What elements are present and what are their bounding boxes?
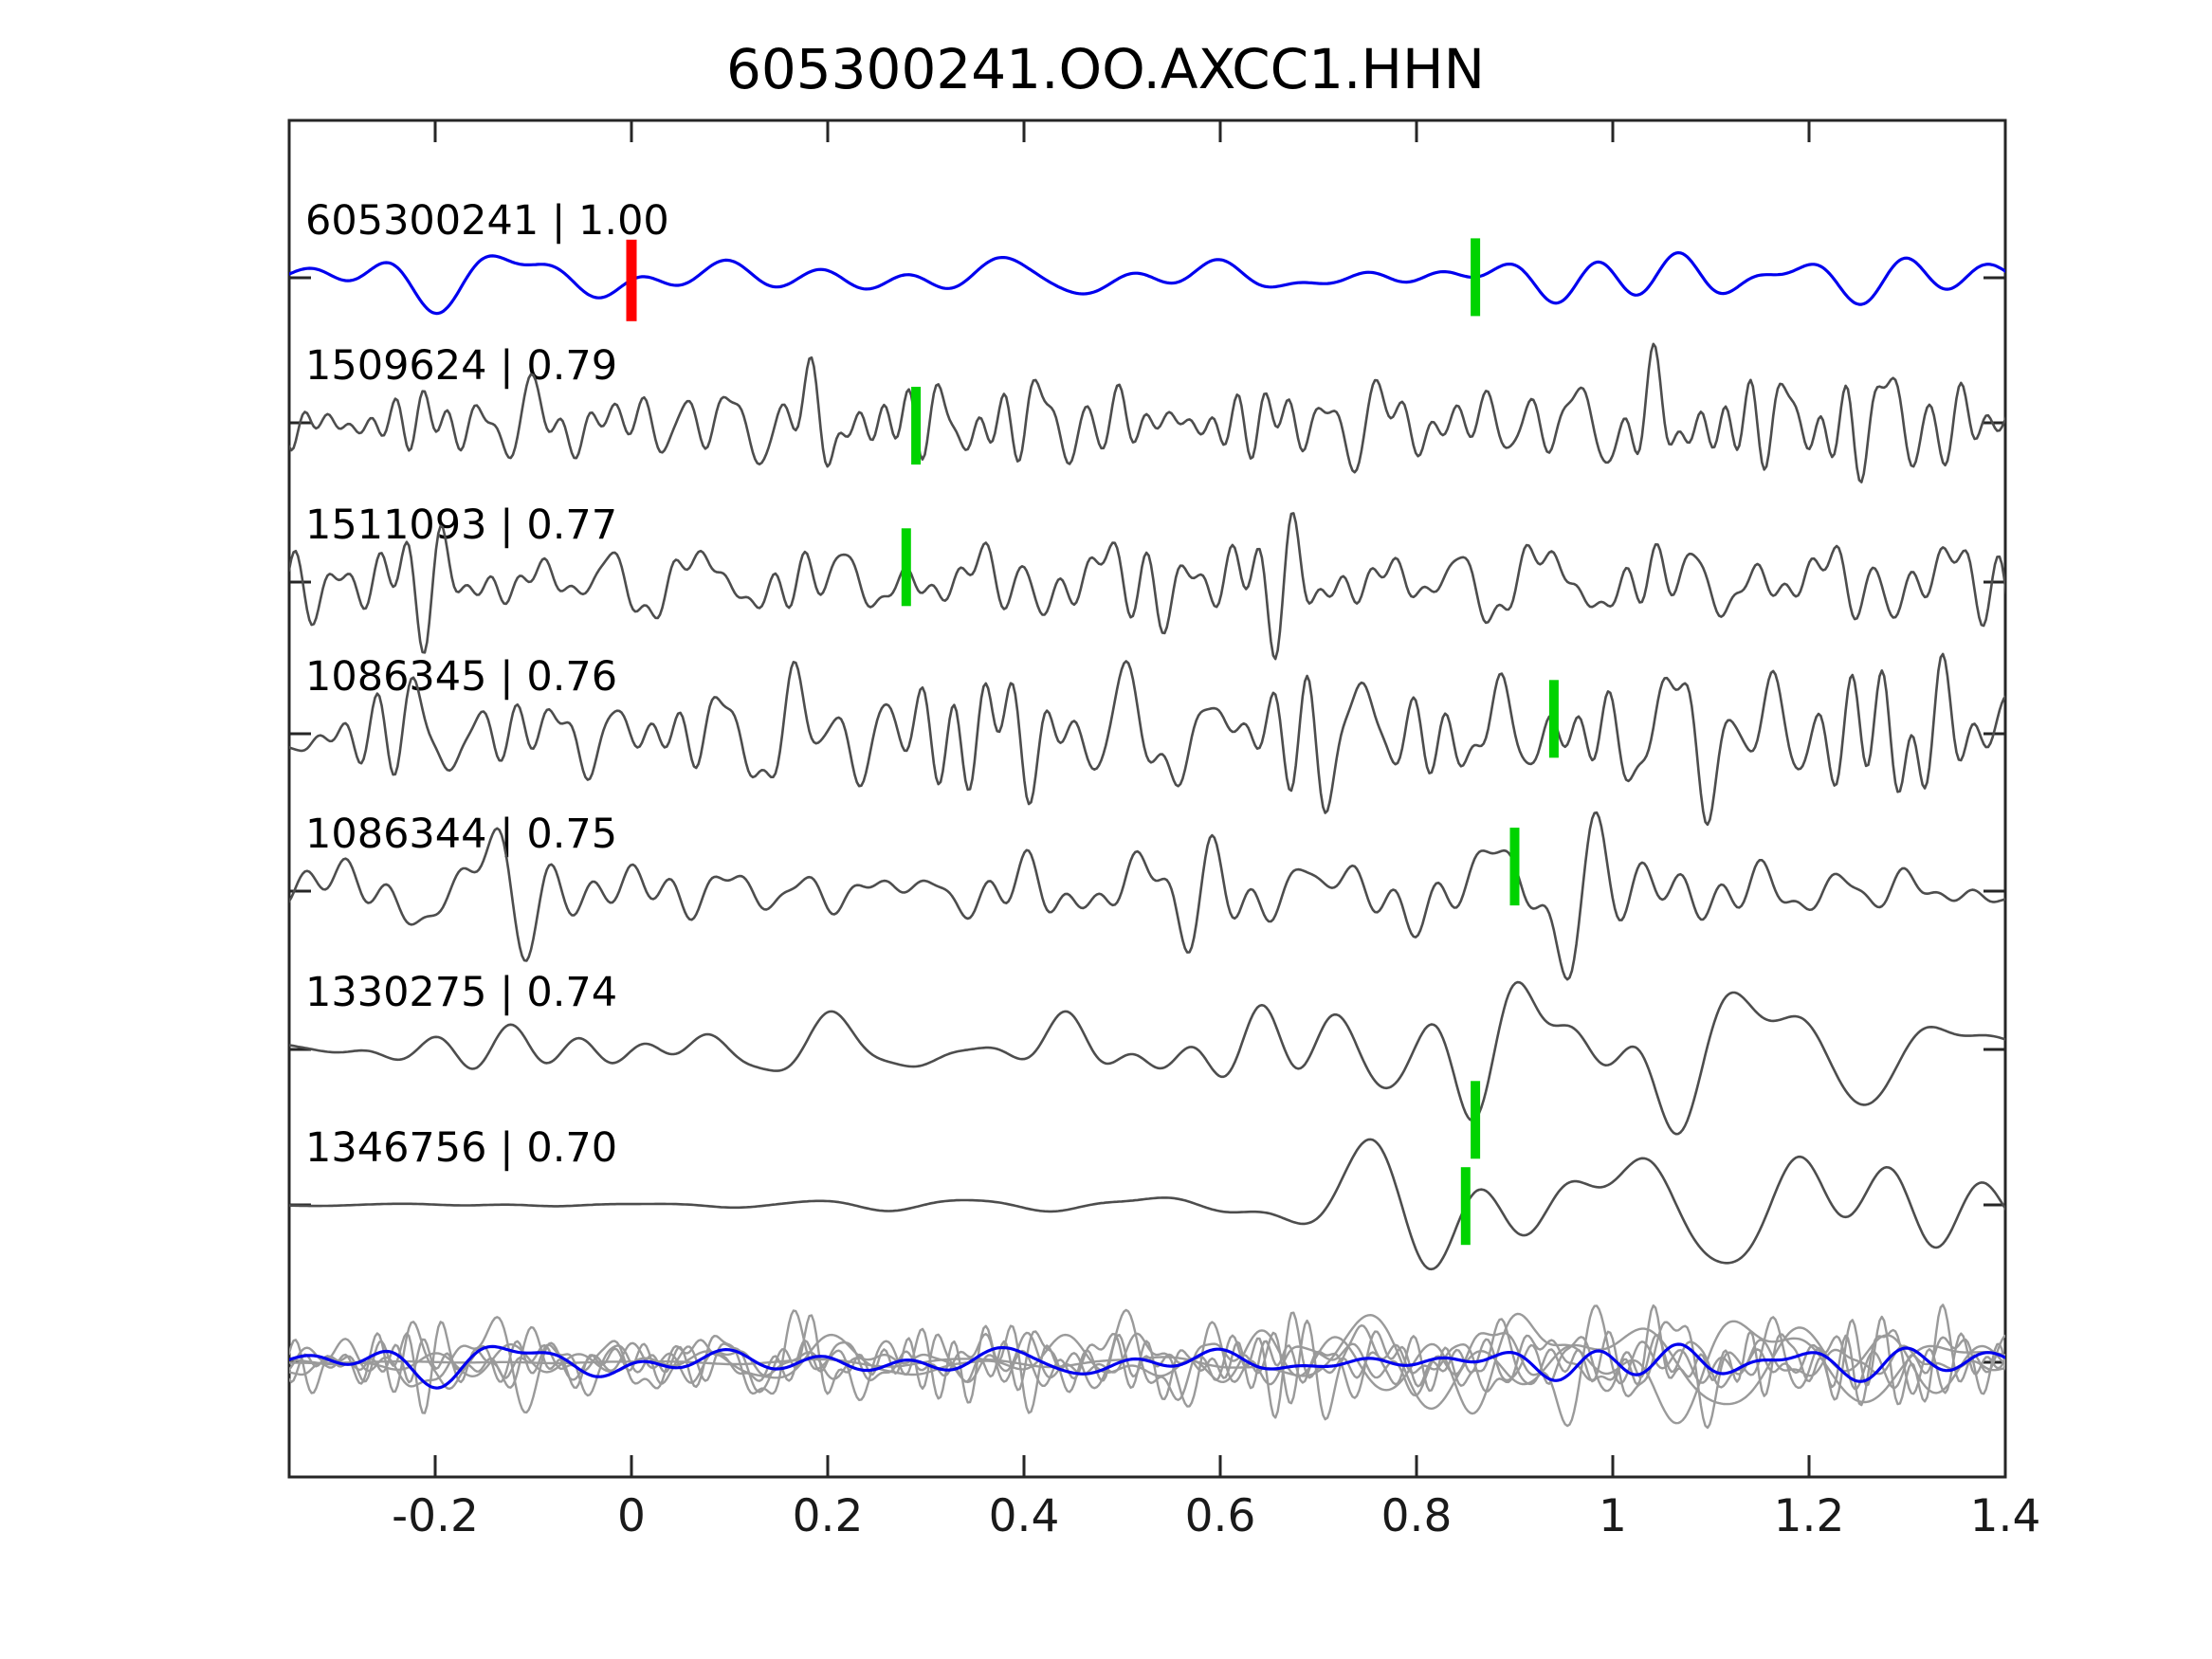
trace-1509624-label: 1509624 | 0.79 xyxy=(305,342,617,390)
overlay-reference-waveform xyxy=(289,1342,2005,1390)
trace-labels: 605300241 | 1.00 1509624 | 0.79 1511093 | … xyxy=(305,197,669,1172)
trace-1330275-label: 1330275 | 0.74 xyxy=(305,969,617,1016)
x-axis-tick-label: 0.6 xyxy=(1185,1490,1256,1542)
x-axis-tick-label: 0.4 xyxy=(989,1490,1060,1542)
trace-1086345-label: 1086345 | 0.76 xyxy=(305,653,617,701)
x-axis-tick-label: -0.2 xyxy=(392,1490,479,1542)
overlay-trace-1086344-waveform xyxy=(289,1304,2005,1428)
trace-1509624-waveform xyxy=(289,342,2005,483)
trace-1511093-label: 1511093 | 0.77 xyxy=(305,501,617,549)
overlay-trace-1346756-waveform xyxy=(289,1313,2005,1411)
trace-1086345-waveform xyxy=(289,652,2005,827)
pick-marker-1086344 xyxy=(1509,828,1520,906)
x-axis-tick-label: 0.8 xyxy=(1381,1490,1453,1542)
pick-marker-1330275 xyxy=(1471,1081,1481,1159)
x-axis-tick-label: 0.2 xyxy=(793,1490,864,1542)
trace-605300241-waveform xyxy=(289,251,2005,316)
overlay-trace-1509624-waveform xyxy=(289,1304,2005,1407)
x-axis-tick-label: 0 xyxy=(617,1490,646,1542)
reference-marker xyxy=(626,239,637,321)
trace-1511093-waveform xyxy=(289,512,2005,661)
trace-1346756-waveform xyxy=(289,1138,2005,1271)
pick-marker-605300241 xyxy=(1471,238,1481,317)
overlay-trace-1330275-waveform xyxy=(289,1312,2005,1425)
chart-title: 605300241.OO.AXCC1.HHN xyxy=(726,37,1485,101)
pick-marker-1509624 xyxy=(911,387,922,465)
trace-1086344-label: 1086344 | 0.75 xyxy=(305,811,617,858)
pick-marker-1511093 xyxy=(901,528,911,607)
x-axis-tick-label: 1.4 xyxy=(1970,1490,2041,1542)
traces xyxy=(289,251,2005,1430)
trace-1346756-label: 1346756 | 0.70 xyxy=(305,1124,617,1172)
x-axis-tick-label: 1.2 xyxy=(1774,1490,1845,1542)
trace-1086344-waveform xyxy=(289,811,2005,981)
pick-markers xyxy=(626,238,1559,1246)
trace-605300241-label: 605300241 | 1.00 xyxy=(305,197,669,245)
axes-border xyxy=(287,118,2007,1479)
x-axis-tick-labels: -0.2 0 0.2 0.4 0.6 0.8 1 1.2 1.4 xyxy=(392,1490,2040,1542)
axis-ticks xyxy=(289,120,2007,1477)
pick-marker-1346756 xyxy=(1460,1167,1471,1246)
x-axis-tick-label: 1 xyxy=(1599,1490,1627,1542)
trace-1330275-waveform xyxy=(289,980,2005,1136)
pick-marker-1086345 xyxy=(1548,680,1559,758)
